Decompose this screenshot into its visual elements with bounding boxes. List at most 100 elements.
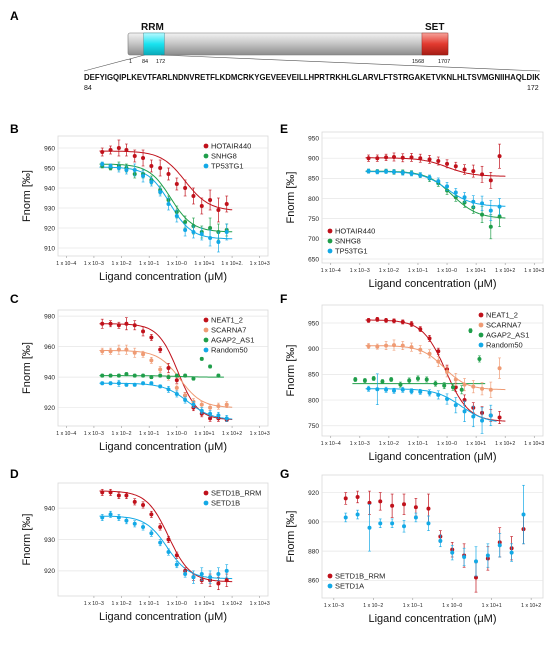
y-tick-label: 750 — [308, 216, 319, 223]
y-tick-label: 750 — [308, 423, 319, 430]
data-point — [366, 156, 371, 161]
chart-b: B 910 920 930 940 950 960 1 x 10−4 1 x 10−3 1 x 1… — [10, 122, 270, 283]
panel-letter-a: A — [10, 9, 19, 23]
y-tick-label: 930 — [44, 205, 55, 212]
legend-label-random50: Random50 — [486, 341, 523, 350]
x-tick-label: 1 x 10−2 — [112, 431, 132, 437]
data-point — [224, 230, 229, 234]
data-point — [108, 148, 113, 152]
data-point — [375, 169, 380, 174]
y-axis-label: Fnorm [‰] — [21, 170, 33, 222]
x-tick-label: 1 x 10−0 — [167, 431, 187, 437]
data-point — [473, 575, 478, 580]
data-point — [166, 537, 171, 542]
data-point — [208, 364, 213, 369]
data-point — [149, 381, 154, 386]
legend-label-snhg8: SNHG8 — [335, 237, 361, 246]
data-point — [100, 515, 105, 520]
x-tick-label: 1 x 10−0 — [442, 603, 462, 609]
data-point — [166, 387, 171, 392]
seq-start: 84 — [84, 85, 92, 92]
series-setd1b — [100, 510, 229, 584]
data-point — [418, 173, 423, 178]
data-point — [149, 164, 154, 168]
legend-label-tp53tg1: TP53TG1 — [211, 162, 244, 171]
data-point — [141, 373, 146, 378]
data-point — [166, 375, 171, 380]
x-tick-label: 1 x 10+3 — [250, 431, 270, 437]
bar-tick-1: 1 — [129, 59, 132, 65]
data-point — [224, 578, 229, 583]
series-scarna7 — [366, 339, 502, 398]
data-point — [183, 393, 188, 398]
data-point — [343, 496, 348, 501]
data-point — [216, 413, 221, 418]
legend-marker-tp53tg1 — [327, 248, 333, 254]
data-point — [108, 512, 113, 517]
legend-marker-setd1b — [203, 500, 209, 506]
panel-letter-f: F — [280, 292, 287, 306]
panel-a: A — [10, 9, 540, 92]
data-point — [116, 381, 121, 386]
data-point — [158, 347, 163, 352]
data-point — [409, 389, 414, 394]
series-agap2_as1 — [100, 356, 221, 381]
x-tick-label: 1 x 10+1 — [482, 603, 502, 609]
data-point — [445, 369, 450, 374]
data-point — [480, 201, 485, 206]
data-point — [174, 391, 179, 396]
data-point — [400, 319, 405, 324]
data-point — [477, 356, 482, 361]
x-axis-label: Ligand concentration (μM) — [99, 271, 227, 283]
y-axis-label: Fnorm [‰] — [21, 342, 33, 394]
legend-marker-neat1_2 — [478, 312, 484, 318]
chart-d: D 920 930 940 1 x 10−3 1 x 10−2 1 x 10−1 1 x 10… — [10, 467, 270, 623]
data-point — [216, 208, 221, 212]
data-point — [216, 572, 221, 577]
legend-marker-snhg8 — [203, 153, 209, 159]
y-tick-label: 900 — [308, 519, 319, 526]
x-axis-label: Ligand concentration (μM) — [368, 451, 496, 463]
x-tick-label: 1 x 10+1 — [466, 441, 486, 447]
data-point — [450, 550, 455, 555]
panel-letter-g: G — [280, 467, 289, 481]
data-point — [116, 373, 121, 378]
data-point — [191, 402, 196, 407]
data-point — [174, 214, 179, 218]
legend-label-neat1_2: NEAT1_2 — [211, 316, 243, 325]
x-tick-label: 1 x 10−4 — [321, 268, 341, 274]
data-point — [371, 376, 376, 381]
x-tick-label: 1 x 10−1 — [139, 431, 159, 437]
data-point — [497, 214, 502, 219]
data-point — [224, 416, 229, 421]
data-point — [183, 398, 188, 403]
data-point — [108, 381, 113, 386]
data-point — [427, 351, 432, 356]
data-point — [191, 230, 196, 234]
data-point — [132, 154, 137, 158]
data-point — [400, 343, 405, 348]
data-point — [471, 199, 476, 204]
data-point — [166, 550, 171, 555]
rrm-label: RRM — [141, 22, 164, 33]
data-point — [149, 335, 154, 340]
data-point — [436, 359, 441, 364]
data-point — [375, 156, 380, 161]
data-point — [453, 385, 458, 390]
y-tick-label: 920 — [44, 225, 55, 232]
data-point — [480, 172, 485, 177]
set-domain — [421, 32, 449, 56]
data-point — [124, 372, 129, 377]
data-point — [471, 384, 476, 389]
y-axis-label: Fnorm [‰] — [21, 514, 33, 566]
data-point — [183, 373, 188, 378]
data-point — [453, 403, 458, 408]
data-point — [224, 568, 229, 573]
data-point — [191, 194, 196, 198]
data-point — [409, 345, 414, 350]
data-point — [462, 555, 467, 559]
data-point — [480, 212, 485, 217]
bar-tick-172: 172 — [156, 59, 165, 65]
x-tick-label: 1 x 10−0 — [167, 601, 187, 607]
legend-label-setd1b_rrm: SETD1B_RRM — [335, 572, 385, 581]
